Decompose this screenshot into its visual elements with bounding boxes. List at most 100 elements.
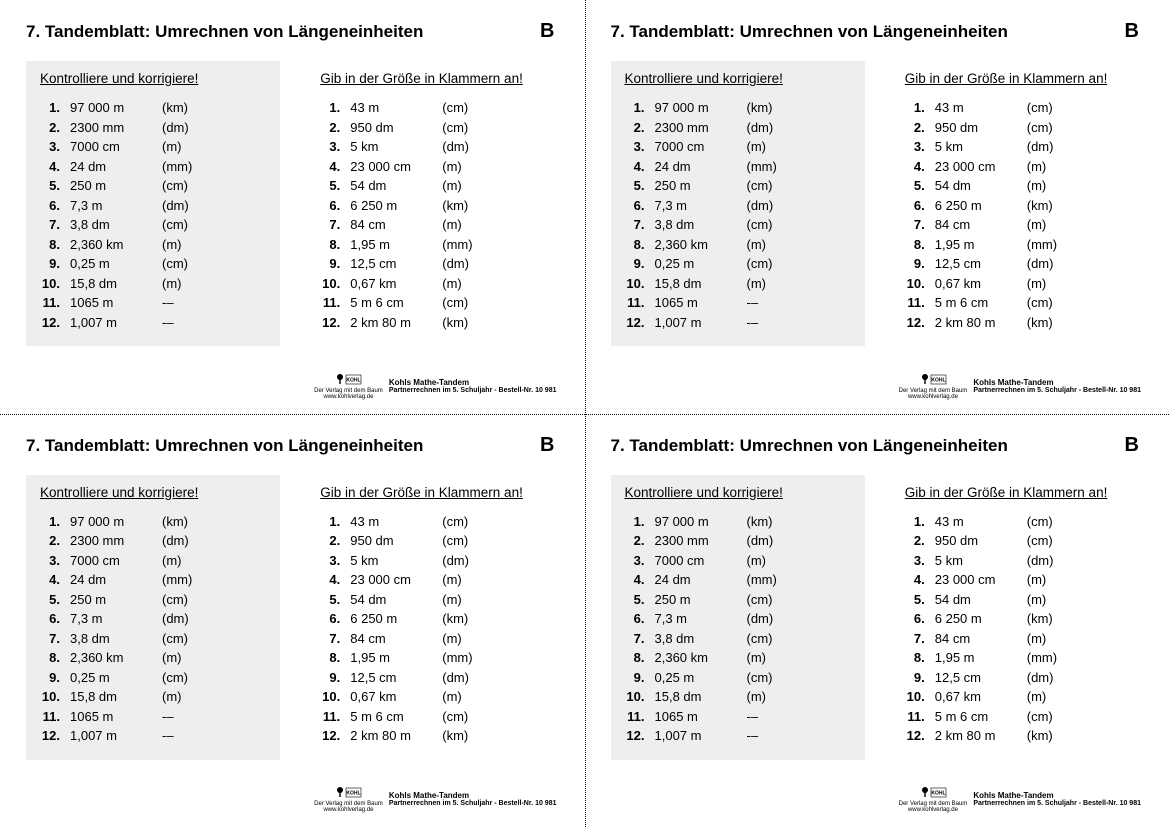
row-number: 12. <box>40 726 70 746</box>
right-heading: Gib in der Größe in Klammern an! <box>903 71 1133 86</box>
title-row: 7. Tandemblatt: Umrechnen von Längeneinh… <box>26 20 561 43</box>
row-value: 1,95 m <box>350 235 442 255</box>
left-heading: Kontrolliere und korrigiere! <box>38 71 268 86</box>
row-unit: (dm) <box>442 551 492 571</box>
row-value: 250 m <box>655 590 747 610</box>
row-value: 23 000 cm <box>350 157 442 177</box>
horizontal-divider <box>0 414 1169 415</box>
table-row: 12.1,007 m-– <box>38 313 268 333</box>
row-unit: (km) <box>442 726 492 746</box>
row-unit: (m) <box>747 551 797 571</box>
table-row: 6.6 250 m(km) <box>903 196 1133 216</box>
row-unit: (m) <box>1027 215 1077 235</box>
footer: KOHL Der Verlag mit dem Baum www.kohlver… <box>314 785 556 813</box>
table-row: 5.250 m(cm) <box>38 590 268 610</box>
row-unit: (cm) <box>162 176 212 196</box>
row-number: 1. <box>320 98 350 118</box>
row-value: 5 m 6 cm <box>935 293 1027 313</box>
row-value: 2300 mm <box>655 531 747 551</box>
row-unit: (km) <box>1027 726 1077 746</box>
row-value: 0,25 m <box>70 254 162 274</box>
row-number: 6. <box>625 196 655 216</box>
row-value: 2 km 80 m <box>935 313 1027 333</box>
row-unit: (cm) <box>1027 512 1077 532</box>
row-value: 2,360 km <box>655 648 747 668</box>
row-unit: (m) <box>442 215 492 235</box>
panel-bottom-right: 7. Tandemblatt: Umrechnen von Längeneinh… <box>585 414 1169 827</box>
row-number: 10. <box>40 274 70 294</box>
page-title: 7. Tandemblatt: Umrechnen von Längeneinh… <box>26 22 423 42</box>
row-value: 24 dm <box>655 157 747 177</box>
table-row: 1.97 000 m(km) <box>623 512 853 532</box>
row-unit: (cm) <box>442 98 492 118</box>
table-row: 2.2300 mm(dm) <box>623 118 853 138</box>
row-unit: (cm) <box>747 668 797 688</box>
table-row: 12.2 km 80 m(km) <box>318 313 548 333</box>
table-row: 4.23 000 cm(m) <box>318 570 548 590</box>
title-row: 7. Tandemblatt: Umrechnen von Längeneinh… <box>611 434 1146 457</box>
row-value: 43 m <box>350 512 442 532</box>
row-number: 3. <box>905 551 935 571</box>
row-value: 12,5 cm <box>350 668 442 688</box>
row-number: 4. <box>625 570 655 590</box>
row-number: 12. <box>320 726 350 746</box>
row-number: 5. <box>905 176 935 196</box>
row-number: 9. <box>320 254 350 274</box>
row-value: 5 km <box>935 551 1027 571</box>
table-row: 1.43 m(cm) <box>903 512 1133 532</box>
row-number: 6. <box>905 609 935 629</box>
table-row: 2.2300 mm(dm) <box>623 531 853 551</box>
row-unit: (m) <box>442 590 492 610</box>
row-value: 1065 m <box>70 707 162 727</box>
row-number: 8. <box>625 648 655 668</box>
row-unit: (m) <box>747 274 797 294</box>
row-unit: (km) <box>1027 313 1077 333</box>
logo-url: www.kohlverlag.de <box>908 807 958 813</box>
row-value: 1,95 m <box>935 648 1027 668</box>
table-row: 6.7,3 m(dm) <box>38 196 268 216</box>
row-unit: (km) <box>442 196 492 216</box>
table-row: 7.84 cm(m) <box>903 215 1133 235</box>
row-number: 7. <box>320 215 350 235</box>
row-unit: (dm) <box>162 531 212 551</box>
publisher-logo: KOHL Der Verlag mit dem Baum www.kohlver… <box>899 785 968 813</box>
row-value: 2 km 80 m <box>350 726 442 746</box>
table-row: 11.5 m 6 cm(cm) <box>318 293 548 313</box>
row-unit: (cm) <box>747 590 797 610</box>
row-value: 12,5 cm <box>350 254 442 274</box>
row-unit: (mm) <box>747 570 797 590</box>
footer-text: Kohls Mathe-Tandem Partnerrechnen im 5. … <box>973 791 1141 807</box>
row-unit: (dm) <box>747 196 797 216</box>
row-value: 7000 cm <box>655 551 747 571</box>
row-unit: (dm) <box>747 609 797 629</box>
row-number: 4. <box>625 157 655 177</box>
row-number: 1. <box>905 98 935 118</box>
row-value: 250 m <box>70 590 162 610</box>
columns: Kontrolliere und korrigiere! 1.97 000 m(… <box>611 475 1146 760</box>
row-unit: (dm) <box>1027 254 1077 274</box>
row-number: 2. <box>40 531 70 551</box>
row-unit: (dm) <box>747 531 797 551</box>
footer-line1: Kohls Mathe-Tandem <box>389 378 557 387</box>
table-row: 8.1,95 m(mm) <box>903 648 1133 668</box>
row-unit: (cm) <box>747 629 797 649</box>
row-value: 54 dm <box>350 590 442 610</box>
table-row: 7.84 cm(m) <box>903 629 1133 649</box>
row-number: 4. <box>905 157 935 177</box>
table-row: 3.7000 cm(m) <box>623 551 853 571</box>
table-row: 4.23 000 cm(m) <box>903 570 1133 590</box>
row-number: 3. <box>320 551 350 571</box>
table-row: 6.6 250 m(km) <box>318 196 548 216</box>
table-row: 10.0,67 km(m) <box>318 274 548 294</box>
row-unit: (dm) <box>162 196 212 216</box>
row-unit: (km) <box>442 313 492 333</box>
columns: Kontrolliere und korrigiere! 1.97 000 m(… <box>26 61 561 346</box>
table-row: 5.54 dm(m) <box>318 176 548 196</box>
panel-bottom-left: 7. Tandemblatt: Umrechnen von Längeneinh… <box>0 414 585 827</box>
table-row: 9.0,25 m(cm) <box>623 668 853 688</box>
table-row: 8.1,95 m(mm) <box>318 235 548 255</box>
row-value: 1,007 m <box>655 313 747 333</box>
row-unit: (cm) <box>1027 531 1077 551</box>
left-rows: 1.97 000 m(km)2.2300 mm(dm)3.7000 cm(m)4… <box>623 512 853 746</box>
variant-letter: B <box>1125 434 1139 457</box>
